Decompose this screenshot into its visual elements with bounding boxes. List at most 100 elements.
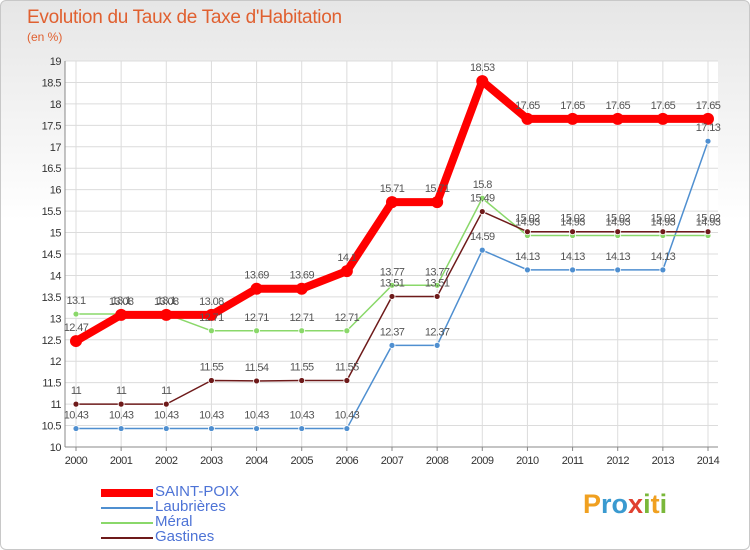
- data-label-gastines: 15.02: [605, 213, 630, 225]
- data-point-saint-poix: [566, 112, 579, 125]
- y-tick-label: 10: [50, 442, 62, 454]
- x-tick-label: 2010: [516, 455, 539, 467]
- data-label-meral: 13.1: [157, 295, 176, 307]
- data-label-saint-poix: 17.65: [515, 100, 540, 112]
- data-label-gastines: 15.02: [696, 213, 721, 225]
- data-point-saint-poix: [205, 308, 218, 321]
- data-label-laubrieres: 12.37: [380, 326, 405, 338]
- data-point-laubrieres: [253, 425, 260, 432]
- data-point-laubrieres: [72, 425, 80, 432]
- data-point-laubrieres: [704, 137, 712, 145]
- y-tick-label: 11: [51, 399, 62, 411]
- data-label-laubrieres: 14.13: [651, 251, 676, 263]
- data-point-laubrieres: [388, 341, 396, 349]
- y-tick-label: 14: [50, 270, 62, 282]
- data-label-meral: 13.1: [112, 295, 131, 307]
- x-tick-label: 2006: [336, 455, 359, 467]
- y-tick-label: 17.5: [42, 120, 62, 132]
- data-label-meral: 12.71: [244, 312, 269, 324]
- x-tick-label: 2012: [606, 455, 629, 467]
- data-point-meral: [433, 281, 441, 289]
- data-point-laubrieres: [524, 266, 531, 274]
- data-label-gastines: 13.51: [425, 277, 450, 289]
- data-point-gastines: [253, 377, 260, 385]
- proxiti-logo: Proxiti: [583, 489, 668, 519]
- data-point-saint-poix: [611, 112, 624, 125]
- data-label-laubrieres: 17.13: [696, 122, 721, 134]
- x-tick-label: 2009: [471, 455, 494, 467]
- data-label-saint-poix: 14.1: [337, 252, 356, 264]
- data-point-gastines: [704, 228, 712, 236]
- x-tick-label: 2005: [290, 455, 313, 467]
- data-label-laubrieres: 10.43: [335, 410, 360, 422]
- data-point-gastines: [343, 377, 351, 384]
- data-label-saint-poix: 13.08: [199, 296, 224, 308]
- data-label-gastines: 13.51: [380, 277, 405, 289]
- data-label-gastines: 15.49: [470, 193, 495, 205]
- data-point-gastines: [298, 377, 306, 384]
- data-label-saint-poix: 15.71: [380, 183, 405, 195]
- y-tick-label: 13: [50, 313, 62, 325]
- y-tick-label: 19: [50, 56, 62, 68]
- data-point-saint-poix: [386, 196, 398, 209]
- data-point-gastines: [433, 293, 441, 300]
- data-label-laubrieres: 10.43: [244, 410, 269, 422]
- data-label-saint-poix: 17.65: [560, 100, 585, 112]
- data-point-laubrieres: [659, 266, 667, 274]
- data-point-gastines: [117, 400, 125, 408]
- legend-label-meral: Méral: [155, 513, 193, 530]
- data-label-laubrieres: 14.59: [470, 231, 495, 243]
- data-label-gastines: 15.02: [560, 213, 585, 225]
- data-point-laubrieres: [117, 425, 125, 432]
- data-label-saint-poix: 18.53: [470, 62, 495, 74]
- data-point-laubrieres: [162, 425, 170, 432]
- data-point-gastines: [388, 293, 396, 300]
- data-point-meral: [72, 310, 80, 318]
- data-label-saint-poix: 13.69: [244, 270, 269, 282]
- data-label-laubrieres: 10.43: [64, 410, 89, 422]
- x-tick-label: 2000: [65, 455, 88, 467]
- data-label-laubrieres: 10.43: [154, 410, 179, 422]
- y-tick-label: 18: [50, 99, 62, 111]
- chart-title: Evolution du Taux de Taxe d'Habitation: [27, 7, 342, 28]
- data-label-meral: 14.93: [651, 217, 676, 229]
- data-point-saint-poix: [250, 282, 263, 295]
- data-point-gastines: [659, 228, 667, 236]
- data-label-meral: 14.93: [560, 217, 585, 229]
- data-point-saint-poix: [340, 265, 353, 278]
- data-label-gastines: 11: [71, 385, 82, 397]
- data-point-gastines: [162, 400, 170, 408]
- data-point-gastines: [614, 228, 622, 236]
- legend-swatch-laubrieres: [101, 507, 153, 509]
- data-label-laubrieres: 10.43: [199, 410, 224, 422]
- legend-label-laubrieres: Laubrières: [155, 498, 226, 515]
- data-label-meral: 13.1: [66, 295, 85, 307]
- y-tick-label: 12: [50, 356, 62, 368]
- legend-label-gastines: Gastines: [155, 528, 215, 545]
- data-point-meral: [388, 281, 396, 289]
- data-point-meral: [478, 194, 486, 202]
- data-label-meral: 15.8: [473, 179, 492, 191]
- data-label-laubrieres: 14.13: [605, 251, 630, 263]
- data-point-laubrieres: [343, 425, 351, 432]
- data-label-meral: 14.93: [696, 217, 721, 229]
- y-tick-label: 16.5: [42, 163, 62, 175]
- data-label-laubrieres: 14.13: [515, 251, 540, 263]
- data-label-laubrieres: 12.37: [425, 326, 450, 338]
- data-point-laubrieres: [298, 425, 306, 432]
- data-point-saint-poix: [70, 335, 82, 348]
- data-point-saint-poix: [521, 112, 534, 125]
- data-point-gastines: [208, 377, 215, 384]
- data-point-laubrieres: [478, 246, 486, 254]
- x-tick-label: 2011: [562, 455, 584, 467]
- data-label-gastines: 11: [116, 385, 127, 397]
- data-label-gastines: 11.55: [335, 362, 359, 374]
- data-point-laubrieres: [569, 266, 576, 274]
- y-tick-label: 12.5: [42, 335, 62, 347]
- data-label-saint-poix: 17.65: [651, 100, 676, 112]
- data-label-saint-poix: 17.65: [696, 100, 721, 112]
- y-tick-label: 15: [50, 228, 62, 240]
- data-label-meral: 12.71: [289, 312, 314, 324]
